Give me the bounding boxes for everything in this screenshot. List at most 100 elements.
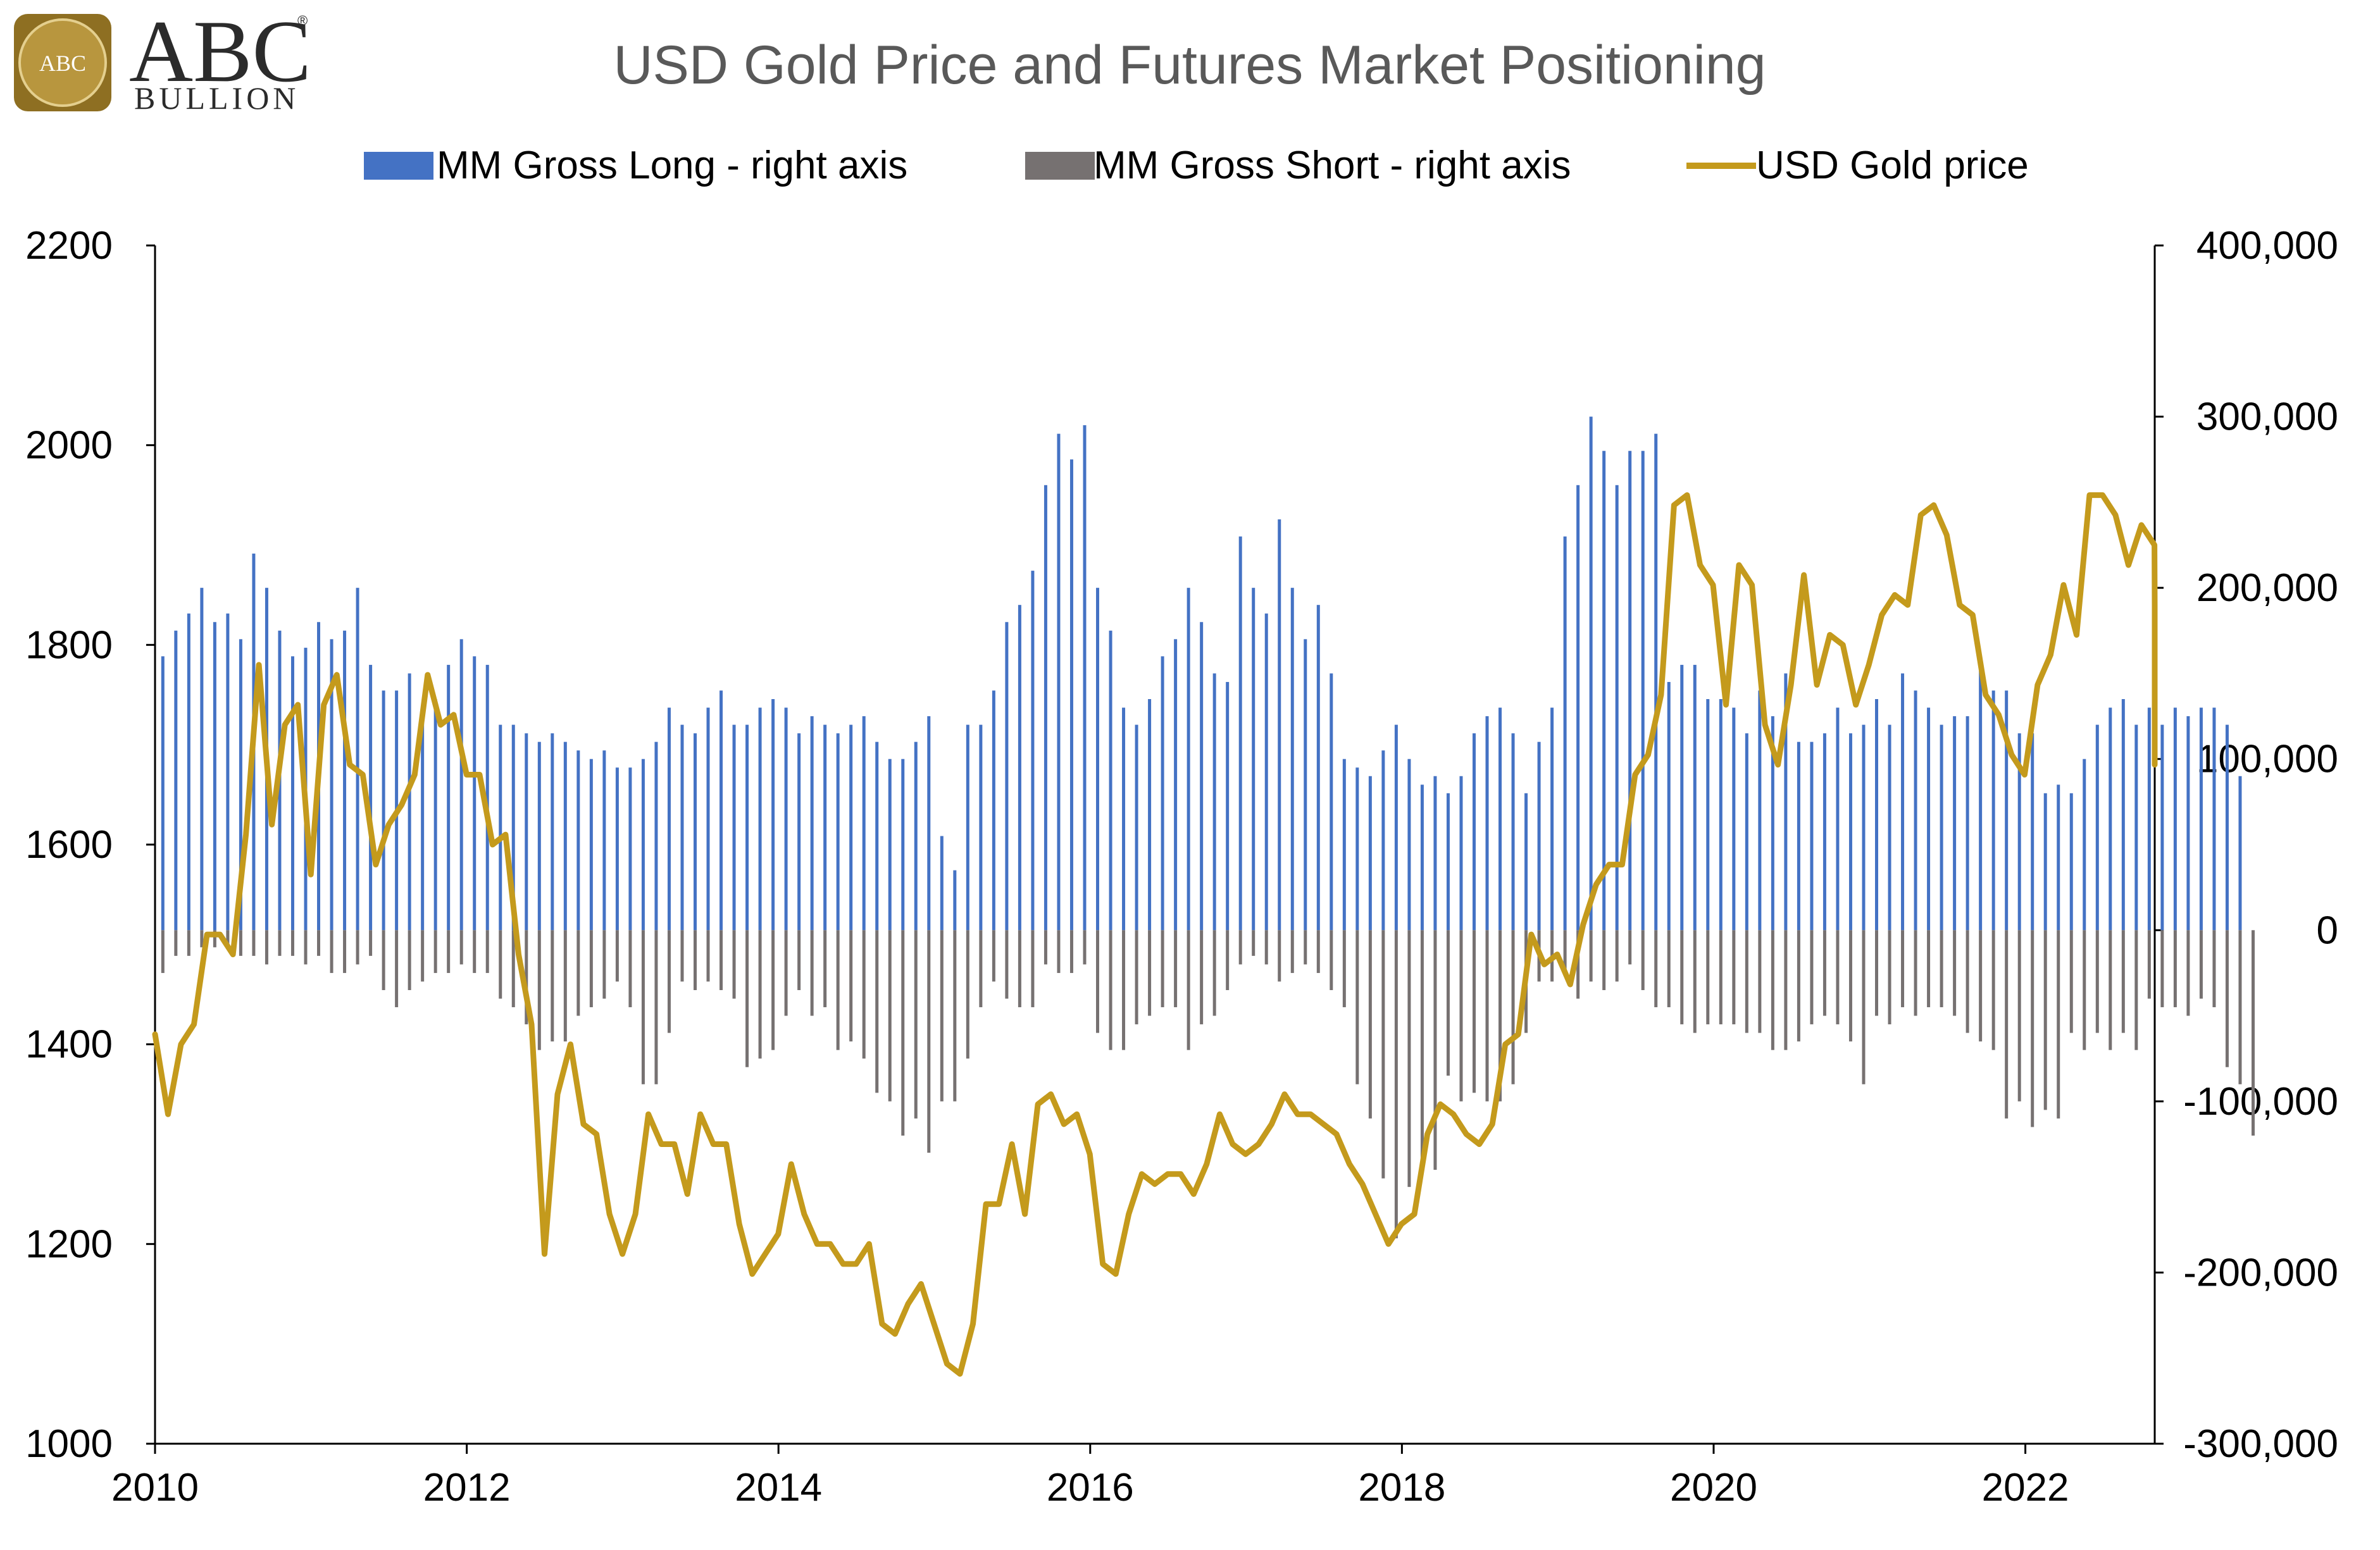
bar-long	[1991, 690, 1995, 931]
bar-short	[706, 930, 710, 982]
bar-long	[187, 613, 190, 931]
bar-short	[1940, 930, 1943, 1008]
bar-long	[473, 656, 477, 931]
bar-long	[1187, 588, 1190, 931]
y-right-tick-label: -200,000	[2183, 1251, 2338, 1294]
bar-long	[2109, 707, 2112, 931]
legend-label-gold: USD Gold price	[1756, 144, 2029, 187]
bar-long	[408, 673, 411, 931]
logo-registered-mark: ®	[297, 13, 308, 28]
bar-short	[693, 930, 697, 990]
bar-long	[576, 750, 580, 931]
x-tick-label: 2022	[1982, 1466, 2069, 1510]
bar-long	[1615, 485, 1619, 931]
bar-short	[1407, 930, 1411, 1187]
bar-long	[2005, 690, 2009, 931]
x-tick-label: 2010	[111, 1466, 199, 1510]
bar-short	[1057, 930, 1061, 973]
bar-short	[1706, 930, 1710, 1025]
bar-long	[1589, 416, 1593, 931]
bar-short	[200, 930, 204, 948]
bar-long	[1122, 707, 1126, 931]
bar-long	[2238, 776, 2242, 931]
legend-label-short: MM Gross Short - right axis	[1093, 144, 1571, 187]
bar-long	[1966, 716, 1969, 931]
bar-long	[706, 707, 710, 931]
bar-short	[1044, 930, 1047, 965]
bar-long	[1641, 450, 1645, 931]
bar-long	[1238, 536, 1242, 931]
bar-short	[1888, 930, 1891, 1025]
bar-long	[2160, 724, 2164, 931]
bar-short	[485, 930, 489, 973]
bar-long	[1342, 759, 1346, 931]
bar-short	[615, 930, 619, 982]
bar-short	[161, 930, 165, 973]
bar-long	[2057, 784, 2060, 931]
bar-long	[1057, 433, 1061, 931]
bar-long	[1018, 605, 1021, 931]
bar-long	[1953, 716, 1957, 931]
bar-short	[2147, 930, 2151, 999]
bar-short	[226, 930, 230, 948]
y-right-tick-label: -300,000	[2183, 1422, 2338, 1466]
bar-short	[1745, 930, 1748, 1033]
bar-long	[927, 716, 931, 931]
bar-long	[1784, 673, 1788, 931]
bar-short	[447, 930, 451, 973]
bar-long	[382, 690, 385, 931]
bar-short	[1797, 930, 1800, 1042]
y-right-tick-label: 100,000	[2196, 738, 2338, 781]
bar-short	[369, 930, 373, 956]
bar-long	[720, 690, 723, 931]
bar-long	[1485, 716, 1489, 931]
bar-short	[849, 930, 853, 1042]
bar-short	[1433, 930, 1437, 1170]
bar-long	[1355, 767, 1359, 931]
bar-short	[2134, 930, 2138, 1050]
bar-short	[473, 930, 477, 973]
y-left-tick-label: 1400	[25, 1023, 113, 1067]
bar-long	[1069, 459, 1073, 931]
bar-short	[771, 930, 775, 1050]
bar-short	[1927, 930, 1931, 1008]
bar-short	[1200, 930, 1204, 1025]
bar-short	[745, 930, 749, 1067]
bar-long	[1940, 724, 1943, 931]
bar-short	[1096, 930, 1100, 1033]
bar-long	[2069, 793, 2073, 931]
bar-long	[161, 656, 165, 931]
bar-long	[862, 716, 866, 931]
bar-short	[888, 930, 892, 1101]
bar-long	[732, 724, 736, 931]
bar-long	[447, 664, 451, 931]
bar-long	[1706, 699, 1710, 931]
bar-long	[459, 639, 463, 931]
bar-short	[1693, 930, 1697, 1033]
bar-long	[2043, 793, 2047, 931]
bar-short	[239, 930, 242, 956]
bar-long	[239, 639, 242, 931]
bar-long	[797, 733, 801, 931]
bar-long	[1200, 622, 1204, 931]
bar-short	[1355, 930, 1359, 1084]
bar-short	[667, 930, 671, 1033]
bar-long	[1148, 699, 1152, 931]
bar-long	[421, 707, 425, 931]
bar-short	[1368, 930, 1372, 1119]
bar-long	[979, 724, 983, 931]
y-right-tick-label: 0	[2317, 908, 2338, 952]
bar-short	[1602, 930, 1606, 990]
bar-short	[2238, 930, 2242, 1084]
bar-long	[836, 733, 840, 931]
bar-short	[317, 930, 321, 956]
bar-short	[576, 930, 580, 1016]
bar-long	[563, 741, 567, 931]
bar-short	[2043, 930, 2047, 1110]
bar-short	[1680, 930, 1684, 1025]
bar-short	[1862, 930, 1866, 1084]
bar-long	[1031, 571, 1035, 931]
bar-long	[680, 724, 684, 931]
bar-short	[1641, 930, 1645, 990]
